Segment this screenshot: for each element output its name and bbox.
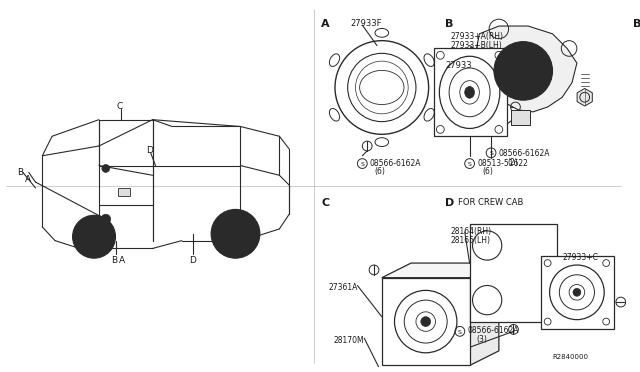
Circle shape	[101, 214, 111, 224]
Polygon shape	[577, 89, 592, 106]
Bar	[118, 188, 130, 196]
Text: D: D	[189, 256, 196, 265]
Text: S: S	[360, 162, 364, 167]
Text: S: S	[458, 330, 462, 335]
Text: 27933+C: 27933+C	[563, 253, 598, 262]
Text: (2): (2)	[508, 158, 518, 167]
Text: (3): (3)	[476, 335, 487, 344]
Circle shape	[220, 218, 251, 249]
Text: R2840000: R2840000	[552, 354, 589, 360]
Text: 27361A: 27361A	[328, 283, 358, 292]
Text: 08513-51622: 08513-51622	[477, 159, 528, 168]
Text: S: S	[489, 151, 493, 156]
Text: FOR CREW CAB: FOR CREW CAB	[458, 198, 524, 207]
Circle shape	[573, 288, 581, 296]
Text: (6): (6)	[483, 167, 493, 176]
Circle shape	[72, 215, 115, 258]
Circle shape	[517, 65, 529, 77]
Text: 27933F: 27933F	[351, 19, 382, 28]
Text: B: B	[111, 256, 116, 265]
Text: 08566-6162A: 08566-6162A	[499, 149, 550, 158]
Bar	[470, 224, 557, 321]
Text: B: B	[445, 19, 454, 29]
Text: 28170M: 28170M	[333, 336, 364, 345]
Ellipse shape	[465, 87, 474, 98]
Circle shape	[102, 164, 109, 172]
Polygon shape	[470, 263, 499, 365]
Circle shape	[421, 317, 431, 327]
Circle shape	[494, 42, 552, 100]
Text: D: D	[146, 146, 152, 155]
Text: B: B	[17, 169, 23, 177]
Circle shape	[211, 209, 260, 258]
Text: A: A	[118, 256, 125, 265]
Text: 27933: 27933	[445, 61, 472, 70]
Polygon shape	[382, 263, 499, 278]
Bar	[541, 256, 614, 329]
Text: 28164(RH): 28164(RH)	[450, 227, 492, 236]
Bar	[382, 278, 470, 365]
Text: 08566-6162A: 08566-6162A	[468, 327, 519, 336]
Text: S: S	[468, 162, 472, 167]
Text: C: C	[116, 102, 123, 111]
Text: C: C	[321, 198, 330, 208]
Text: 27933+A(RH): 27933+A(RH)	[450, 32, 503, 41]
Text: 27933+B(LH): 27933+B(LH)	[450, 41, 502, 49]
Text: 08566-6162A: 08566-6162A	[369, 159, 420, 168]
Polygon shape	[474, 26, 577, 112]
Text: 28165(LH): 28165(LH)	[450, 236, 490, 245]
Text: A: A	[25, 175, 31, 184]
Text: A: A	[321, 19, 330, 29]
Text: B: B	[634, 19, 640, 29]
Bar	[511, 110, 530, 125]
Text: D: D	[445, 198, 454, 208]
Bar	[433, 48, 507, 136]
Text: (6): (6)	[374, 167, 385, 176]
Circle shape	[81, 223, 108, 250]
